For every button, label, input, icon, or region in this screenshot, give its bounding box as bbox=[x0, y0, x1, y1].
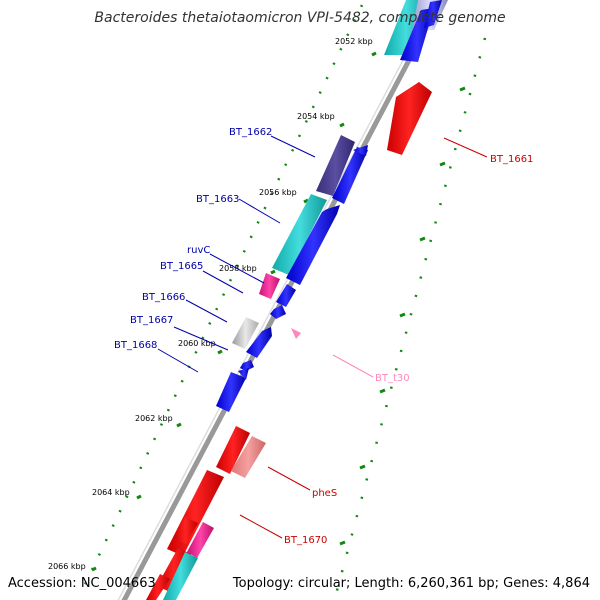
map-title: Bacteroides thetaiotaomicron VPI-5482, c… bbox=[94, 10, 505, 26]
kbp-label-2064: 2064 kbp bbox=[92, 488, 130, 497]
dotted-track-outer bbox=[333, 37, 487, 599]
label-BT_1670[interactable]: BT_1670 bbox=[284, 535, 327, 546]
kbp-label-2066: 2066 kbp bbox=[48, 562, 86, 571]
outer-track-ticks bbox=[339, 86, 466, 546]
gene-forward-a-head[interactable] bbox=[353, 145, 368, 156]
dotted-track-inner bbox=[78, 4, 364, 596]
summary-text: Topology: circular; Length: 6,260,361 bp… bbox=[232, 576, 590, 591]
kbp-label-2062: 2062 kbp bbox=[135, 414, 173, 423]
gene-BT_t30[interactable] bbox=[291, 328, 301, 339]
gene-red-g[interactable] bbox=[173, 517, 198, 544]
gene-reverse-d-head[interactable] bbox=[238, 368, 249, 380]
label-BT_1662[interactable]: BT_1662 bbox=[229, 127, 272, 138]
gene-blue-j[interactable] bbox=[146, 574, 170, 600]
gene-BT_1666[interactable] bbox=[270, 305, 286, 319]
gene-forward-c[interactable] bbox=[246, 327, 272, 358]
label-ruvC[interactable]: ruvC bbox=[187, 245, 210, 256]
gene-cyan-i[interactable] bbox=[163, 552, 198, 600]
accession-text: Accession: NC_004663 bbox=[8, 576, 156, 591]
gene-forward-a[interactable] bbox=[332, 147, 368, 204]
gene-BT_1667[interactable] bbox=[232, 317, 259, 349]
gene-pheS[interactable] bbox=[231, 436, 266, 478]
label-BT_t30[interactable]: BT_t30 bbox=[375, 373, 410, 384]
kbp-label-2054: 2054 kbp bbox=[297, 112, 335, 121]
label-BT_1666[interactable]: BT_1666 bbox=[142, 292, 185, 303]
label-BT_1665[interactable]: BT_1665 bbox=[160, 261, 203, 272]
gene-ruvC[interactable] bbox=[259, 273, 280, 299]
label-BT_1663[interactable]: BT_1663 bbox=[196, 194, 239, 205]
gene-forward-b[interactable] bbox=[286, 205, 340, 285]
kbp-label-2060: 2060 kbp bbox=[178, 339, 216, 348]
gene-reverse-d[interactable] bbox=[216, 372, 246, 412]
scale-ticks bbox=[91, 51, 377, 572]
gene-magenta-h[interactable] bbox=[187, 522, 214, 558]
gene-forward-top-2[interactable] bbox=[424, 0, 442, 28]
genome-backbone-shadow bbox=[117, 0, 436, 600]
gene-BT_1665[interactable] bbox=[276, 284, 296, 307]
kbp-label-2052: 2052 kbp bbox=[335, 37, 373, 46]
gene-BT_1662[interactable] bbox=[316, 135, 355, 196]
gene-BT_1663[interactable] bbox=[272, 194, 327, 275]
gene-BT_1661[interactable] bbox=[387, 82, 432, 155]
kbp-label-2056: 2056 kbp bbox=[259, 188, 297, 197]
gene-red-e[interactable] bbox=[216, 426, 250, 474]
label-BT_1661[interactable]: BT_1661 bbox=[490, 154, 533, 165]
label-pheS[interactable]: pheS bbox=[312, 488, 337, 499]
leader-lines bbox=[157, 135, 488, 539]
label-BT_1668[interactable]: BT_1668 bbox=[114, 340, 157, 351]
gene-BT_1668[interactable] bbox=[240, 360, 254, 371]
label-BT_1667[interactable]: BT_1667 bbox=[130, 315, 173, 326]
